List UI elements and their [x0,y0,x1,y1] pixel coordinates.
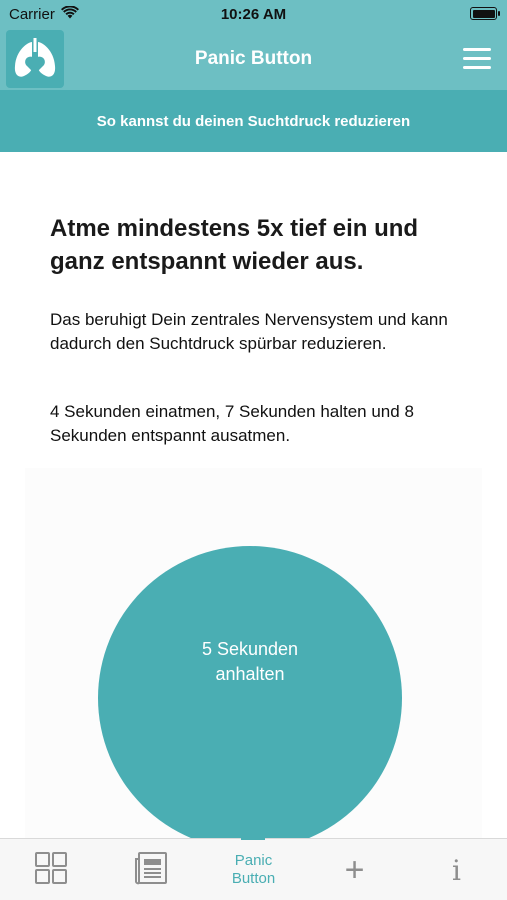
page-title: Panic Button [194,48,313,69]
breathing-headline: Atme mindestens 5x tief ein und ganz ent… [50,215,419,275]
lungs-heart-logo-icon [6,30,64,88]
tab-bar: Panic Button + i [0,837,507,900]
breathing-status-line1: 5 Sekunden [201,639,299,659]
nav-bar: Panic Button [0,30,507,90]
status-time: 10:26 AM [220,6,287,23]
tab-panic-label-line1: Panic [234,852,273,869]
instruction-paragraph: 4 Sekunden einatmen, 7 Sekunden halten u… [50,402,414,445]
explanation-paragraph: Das beruhigt Dein zentrales Nervensystem… [50,310,448,353]
breathing-status-text: 5 Sekunden anhalten [180,637,320,687]
tab-panic-button-label: Panic Button [232,852,275,888]
tab-overview[interactable] [0,839,101,900]
hamburger-menu-icon[interactable] [463,48,491,70]
tab-panic-label-line2: Button [231,870,276,887]
subheader-text: So kannst du deinen Suchtdruck reduziere… [96,112,411,130]
status-left: Carrier [9,5,79,23]
wifi-icon [60,5,79,23]
tab-news[interactable] [101,839,202,900]
breathing-exercise-area: 5 Sekunden anhalten [25,468,482,838]
subheader-banner: So kannst du deinen Suchtdruck reduziere… [0,90,507,152]
news-icon [134,851,169,890]
plus-icon: + [344,851,365,889]
tab-add[interactable]: + [304,839,405,900]
active-tab-indicator [241,837,265,840]
battery-fill [472,9,495,18]
breathing-status-line2: anhalten [215,664,285,684]
battery-icon [470,7,500,20]
grid-icon [34,851,68,890]
tab-info[interactable]: i [406,839,507,900]
info-icon: i [452,853,461,887]
status-bar: Carrier 10:26 AM [0,0,507,30]
tab-panic-button[interactable]: Panic Button [203,839,304,900]
breathing-circle[interactable]: 5 Sekunden anhalten [98,546,402,838]
carrier-label: Carrier [9,6,55,23]
main-content: Atme mindestens 5x tief ein und ganz ent… [0,152,507,838]
